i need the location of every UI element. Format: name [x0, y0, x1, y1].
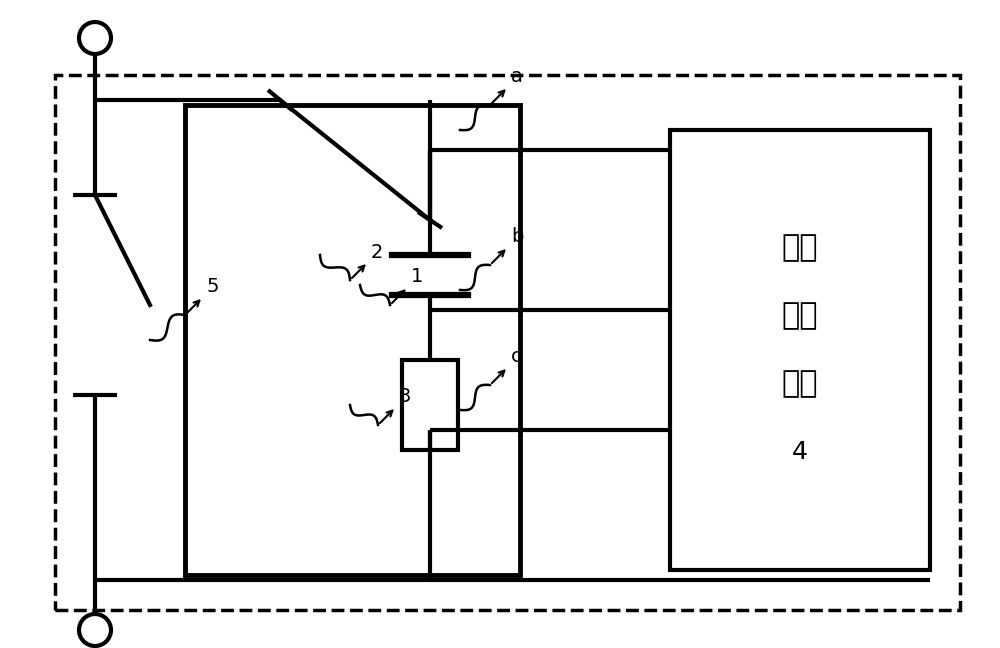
Text: 2: 2	[371, 242, 383, 262]
Bar	[55, 75, 960, 610]
Bar	[402, 360, 458, 450]
Text: b: b	[511, 227, 523, 246]
Text: a: a	[511, 67, 523, 86]
Text: 信号: 信号	[782, 233, 818, 262]
Text: 4: 4	[792, 440, 808, 464]
Text: c: c	[511, 347, 522, 367]
Bar	[185, 105, 520, 575]
Text: 1: 1	[411, 268, 423, 286]
Text: 检测: 检测	[782, 301, 818, 330]
Text: 电路: 电路	[782, 369, 818, 399]
Text: 5: 5	[206, 277, 218, 297]
Bar	[670, 130, 930, 570]
Text: 3: 3	[399, 388, 411, 406]
